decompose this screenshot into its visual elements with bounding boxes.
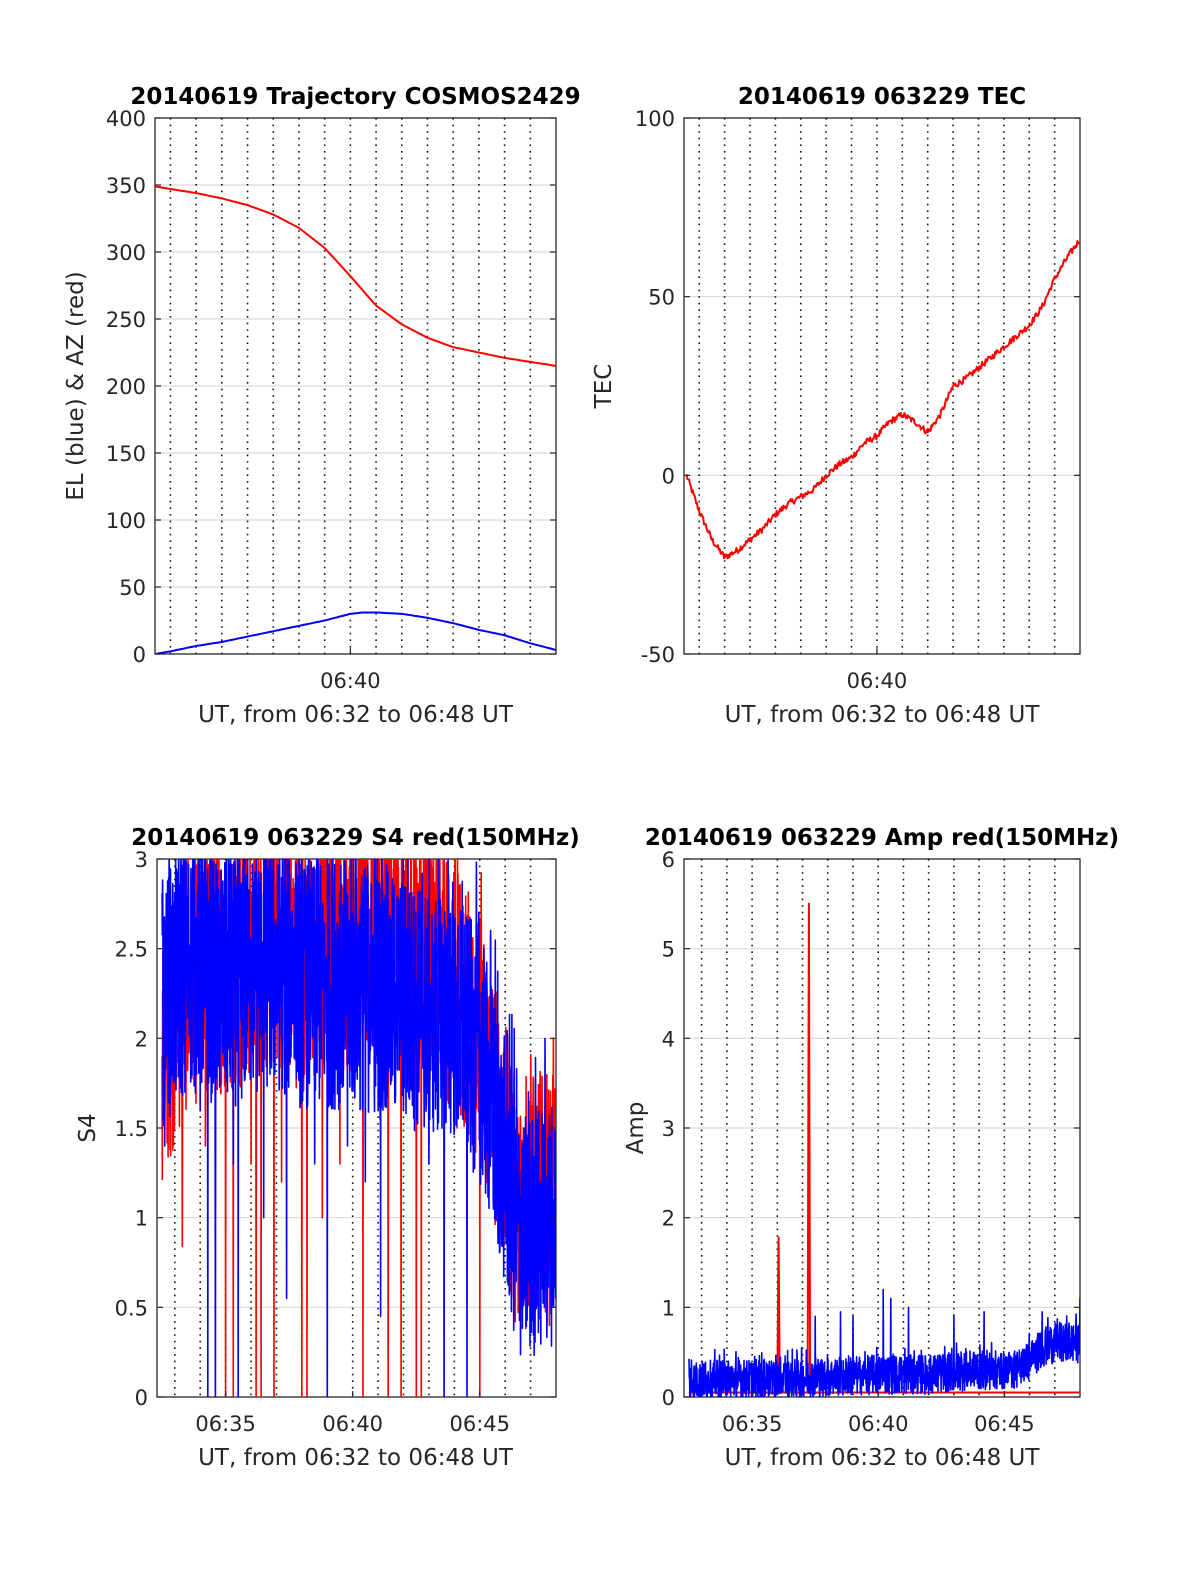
tec-y-axis-label: TEC bbox=[591, 364, 617, 410]
trajectory-y-tick-label: 200 bbox=[106, 375, 146, 399]
amp-y-tick-label: 6 bbox=[662, 848, 675, 872]
tec-y-tick-label: 100 bbox=[635, 107, 675, 131]
tec-x-tick-label: 06:40 bbox=[847, 669, 908, 693]
s4-x-tick-label: 06:35 bbox=[195, 1412, 256, 1436]
s4-y-tick-label: 2.5 bbox=[115, 938, 148, 962]
s4-y-tick-label: 1 bbox=[135, 1207, 148, 1231]
s4-y-tick-label: 0 bbox=[135, 1386, 148, 1410]
s4-y-tick-label: 1.5 bbox=[115, 1117, 148, 1141]
tec-panel: -50 0 50 100 06:40 20140619 063229 TEC UT, f… bbox=[591, 84, 1081, 728]
tec-title: 20140619 063229 TEC bbox=[738, 84, 1026, 110]
amp-series-blue-line bbox=[688, 1288, 1080, 1397]
tec-x-axis-label: UT, from 06:32 to 06:48 UT bbox=[725, 702, 1041, 728]
trajectory-y-tick-label: 100 bbox=[106, 509, 146, 533]
amp-x-tick-label: 06:45 bbox=[974, 1412, 1035, 1436]
amp-y-tick-label: 5 bbox=[662, 938, 675, 962]
s4-title: 20140619 063229 S4 red(150MHz) bbox=[131, 825, 580, 851]
tec-y-tick-label: 50 bbox=[648, 286, 675, 310]
amp-x-tick-label: 06:35 bbox=[722, 1412, 783, 1436]
amp-y-tick-label: 1 bbox=[662, 1296, 675, 1320]
s4-x-tick-label: 06:40 bbox=[322, 1412, 383, 1436]
trajectory-x-tick-label: 06:40 bbox=[320, 669, 381, 693]
s4-y-tick-label: 0.5 bbox=[115, 1296, 148, 1320]
trajectory-y-tick-label: 0 bbox=[133, 643, 146, 667]
s4-x-axis-label: UT, from 06:32 to 06:48 UT bbox=[198, 1445, 514, 1471]
amp-panel: 0 1 2 3 4 5 6 06:35 06:40 06:45 20140619 063229 A… bbox=[623, 825, 1119, 1471]
s4-series-blue-line bbox=[161, 859, 556, 1397]
trajectory-series-red-line bbox=[155, 185, 556, 367]
amp-title: 20140619 063229 Amp red(150MHz) bbox=[645, 825, 1119, 851]
trajectory-y-tick-label: 400 bbox=[106, 107, 146, 131]
tec-series-red-line bbox=[685, 240, 1080, 560]
amp-y-tick-label: 2 bbox=[662, 1207, 675, 1231]
s4-y-axis-label: S4 bbox=[75, 1113, 101, 1142]
s4-y-tick-label: 2 bbox=[135, 1027, 148, 1051]
tec-y-tick-label: -50 bbox=[641, 643, 675, 667]
trajectory-y-tick-label: 150 bbox=[106, 442, 146, 466]
trajectory-panel: 0 50 100 150 200 250 300 350 400 06:40 20140619 T… bbox=[63, 84, 581, 728]
trajectory-y-tick-label: 50 bbox=[119, 576, 146, 600]
trajectory-y-tick-label: 350 bbox=[106, 174, 146, 198]
trajectory-x-axis-label: UT, from 06:32 to 06:48 UT bbox=[198, 702, 514, 728]
amp-y-axis-label: Amp bbox=[623, 1102, 649, 1155]
trajectory-y-tick-label: 250 bbox=[106, 308, 146, 332]
amp-y-tick-label: 0 bbox=[662, 1386, 675, 1410]
amp-x-tick-label: 06:40 bbox=[848, 1412, 909, 1436]
s4-y-tick-label: 3 bbox=[135, 848, 148, 872]
s4-panel: 0 0.5 1 1.5 2 2.5 3 06:35 06:40 06:45 20140619 06… bbox=[75, 825, 580, 1471]
trajectory-y-axis-label: EL (blue) & AZ (red) bbox=[63, 271, 89, 500]
trajectory-y-tick-label: 300 bbox=[106, 241, 146, 265]
s4-x-tick-label: 06:45 bbox=[449, 1412, 510, 1436]
trajectory-series-blue-line bbox=[155, 611, 556, 654]
amp-y-tick-label: 3 bbox=[662, 1117, 675, 1141]
trajectory-title: 20140619 Trajectory COSMOS2429 bbox=[130, 84, 580, 110]
amp-y-tick-label: 4 bbox=[662, 1027, 675, 1051]
amp-x-axis-label: UT, from 06:32 to 06:48 UT bbox=[725, 1445, 1041, 1471]
tec-y-tick-label: 0 bbox=[662, 464, 675, 488]
tec-plot-area bbox=[683, 117, 1081, 655]
